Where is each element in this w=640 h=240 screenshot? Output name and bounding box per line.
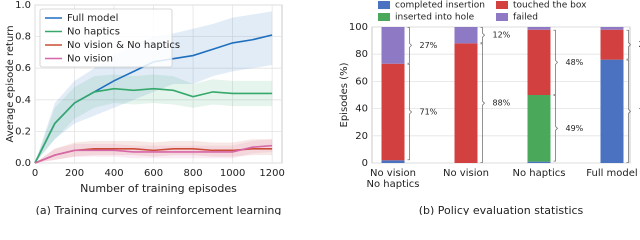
bar-segment — [527, 29, 551, 95]
legend-box — [39, 8, 173, 68]
bar-segment — [600, 59, 624, 163]
x-tick-label: No haptics — [513, 168, 566, 179]
legend-label: Full model — [67, 13, 118, 24]
bracket — [626, 59, 632, 163]
y-tick-label: 0.4 — [15, 95, 31, 106]
legend-swatch — [378, 13, 390, 21]
x-tick-label: Full model — [586, 168, 637, 179]
value-label: 22% — [639, 40, 640, 49]
x-tick-label: 600 — [144, 168, 163, 179]
legend-label: touched the box — [513, 1, 587, 11]
y-tick-label: 0.8 — [15, 32, 31, 43]
bracket — [407, 63, 413, 161]
bar-segment — [600, 27, 624, 30]
x-tick-label: 200 — [65, 168, 84, 179]
y-tick-label: 0 — [362, 158, 368, 169]
bar-segment — [527, 95, 551, 162]
bar-segment — [600, 29, 624, 60]
bar-segment — [381, 63, 405, 161]
x-axis-label: Number of training episodes — [80, 182, 237, 195]
legend-swatch — [496, 13, 508, 21]
value-label: 49% — [566, 124, 584, 133]
value-label: 76% — [639, 107, 640, 116]
bracket — [407, 27, 413, 64]
value-label: 88% — [493, 99, 511, 108]
bar-segment — [527, 27, 551, 30]
value-label: 27% — [420, 41, 438, 50]
x-tick-label: 400 — [104, 168, 123, 179]
bracket — [480, 27, 486, 44]
value-label: 12% — [493, 31, 511, 40]
plot-area — [371, 26, 631, 164]
bracket — [553, 29, 559, 95]
bracket — [553, 95, 559, 162]
y-axis-label: Episodes (%) — [339, 62, 350, 127]
y-tick-label: 100 — [349, 22, 368, 33]
legend-label: failed — [513, 13, 538, 23]
line — [34, 87, 273, 164]
bar-segment — [454, 27, 478, 44]
value-label: 71% — [420, 108, 438, 117]
y-tick-label: 0.2 — [15, 126, 31, 137]
y-tick-label: 1.0 — [15, 0, 31, 11]
bar-segment — [454, 43, 478, 163]
caption: (b) Policy evaluation statistics — [419, 204, 584, 215]
bracket — [626, 29, 632, 60]
legend-swatch — [496, 1, 508, 9]
x-tick-label: 1000 — [220, 168, 245, 179]
bracket — [480, 43, 486, 163]
x-tick-label: No vision — [443, 168, 489, 179]
bar-segment — [381, 27, 405, 64]
y-tick-label: 20 — [355, 131, 368, 142]
legend-label: No vision & No haptics — [67, 40, 180, 51]
x-tick-label: 1200 — [259, 168, 284, 179]
y-tick-label: 40 — [355, 104, 368, 115]
value-label: 48% — [566, 58, 584, 67]
y-tick-label: 0.6 — [15, 63, 31, 74]
bar-segment — [527, 161, 551, 163]
x-tick-label: No vision No haptics — [367, 168, 420, 190]
caption: (a) Training curves of reinforcement lea… — [36, 204, 282, 215]
bar-segment — [381, 160, 405, 163]
legend-label: completed insertion — [395, 1, 485, 11]
legend-label: No vision — [67, 54, 113, 65]
legend-label: inserted into hole — [395, 13, 475, 23]
y-tick-label: 80 — [355, 49, 368, 60]
line — [34, 144, 273, 164]
y-tick-label: 60 — [355, 76, 368, 87]
figure: 0.00.20.40.60.81.00 200 400 600 800 1000 1200A… — [5, 0, 640, 215]
legend-label: No haptics — [67, 27, 120, 38]
x-tick-label: 800 — [184, 168, 203, 179]
confidence-band — [35, 74, 273, 163]
y-tick-label: 0.0 — [15, 158, 31, 169]
legend-swatch — [378, 1, 390, 9]
y-axis-label: Average episode return — [5, 25, 16, 142]
x-tick-label: 0 — [32, 168, 38, 179]
